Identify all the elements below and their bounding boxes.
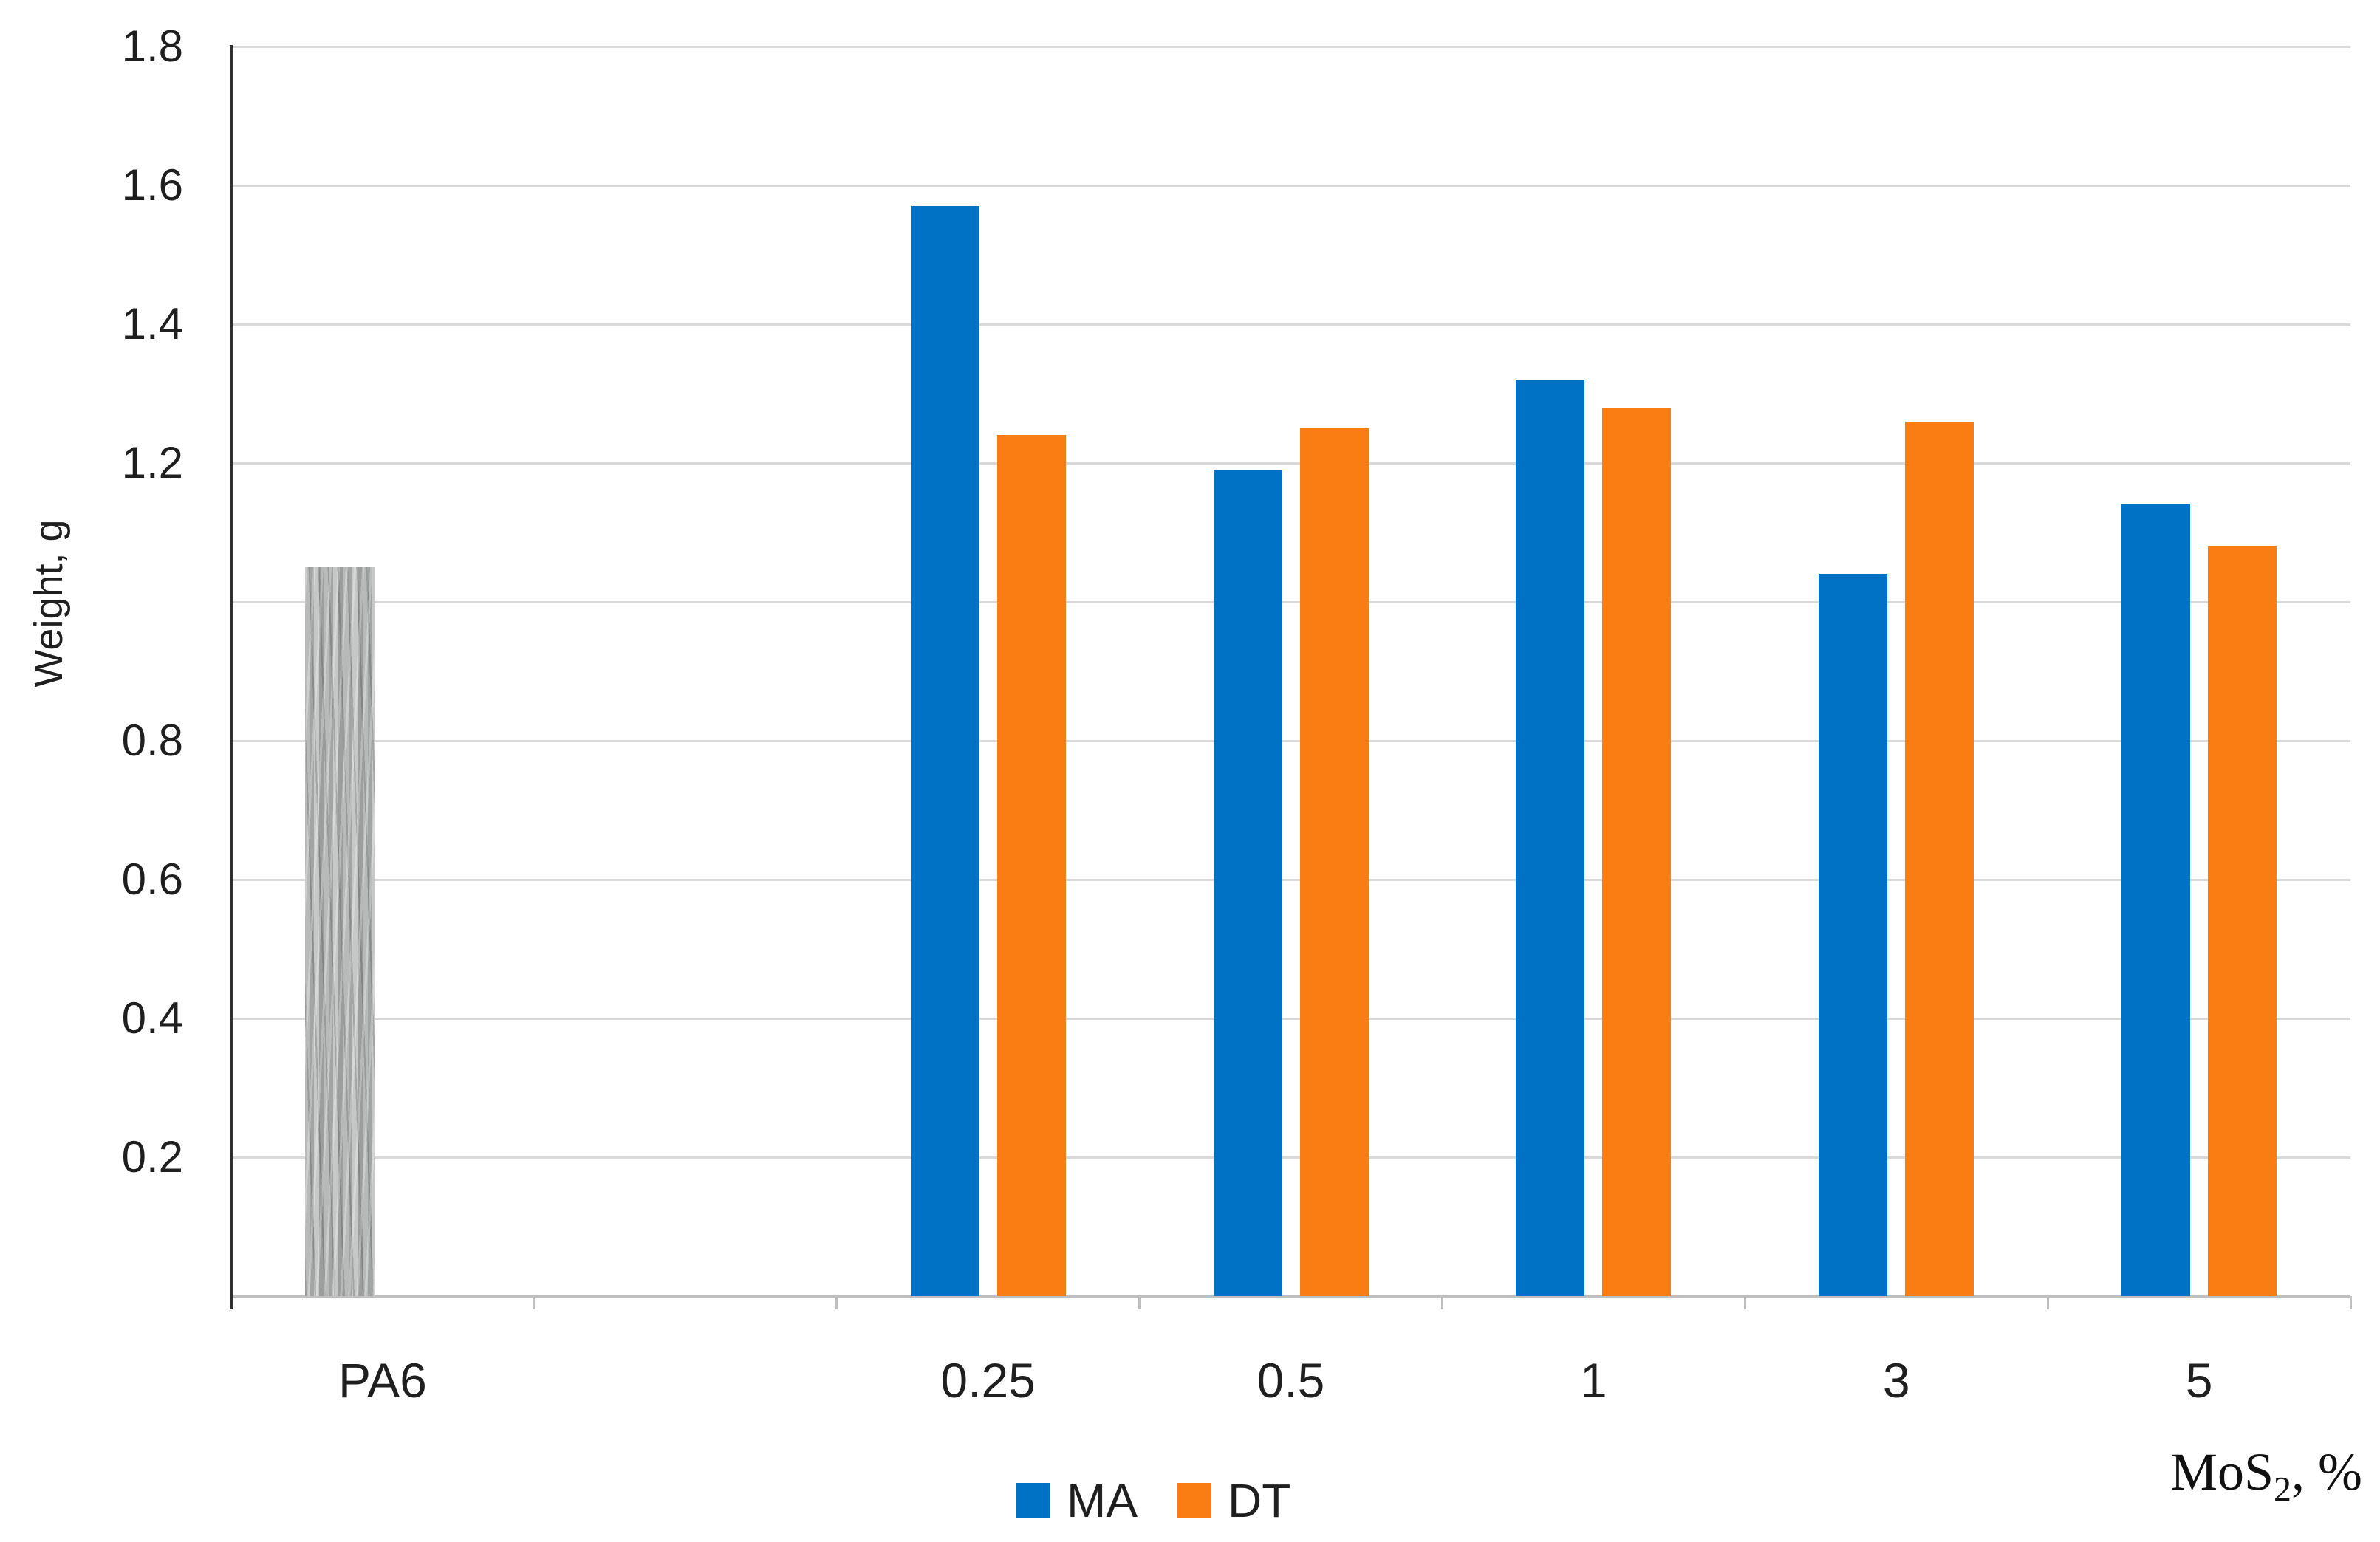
x-category-label: 0.5	[1256, 1353, 1325, 1408]
x-category-label: 1	[1579, 1353, 1607, 1408]
y-tick-label: 1.4	[121, 299, 183, 349]
y-axis-title: Weight, g	[27, 519, 71, 688]
bar-MA-5	[2121, 504, 2191, 1296]
x-axis-tick	[835, 1296, 838, 1309]
x-category-label: 0.25	[940, 1353, 1036, 1408]
x-axis-tick	[1138, 1296, 1141, 1309]
gridline	[231, 184, 2350, 187]
bar-DT-0.25	[996, 435, 1066, 1296]
legend-swatch-DT	[1177, 1483, 1211, 1518]
bar-DT-5	[2208, 546, 2277, 1296]
bar-DT-3	[1905, 421, 1974, 1296]
x-category-label: 5	[2185, 1353, 2213, 1408]
bar-MA-1	[1516, 380, 1585, 1296]
y-tick-label: 0.2	[121, 1132, 183, 1182]
x-axis-title-subscript: 2	[2274, 1470, 2292, 1510]
x-axis-title: MoS2, %	[2169, 1442, 2362, 1507]
x-axis-tick	[533, 1296, 536, 1309]
y-tick-label: 0.4	[121, 993, 183, 1043]
bar-MA-3	[1819, 574, 1888, 1296]
x-axis-title-main: MoS	[2169, 1442, 2274, 1501]
x-axis-tick	[1440, 1296, 1443, 1309]
x-category-label: 3	[1882, 1353, 1910, 1408]
y-tick-label: 1.6	[121, 160, 183, 210]
x-axis-tick	[1743, 1296, 1746, 1309]
gridline	[231, 600, 2350, 603]
legend-label-DT: DT	[1228, 1474, 1291, 1527]
legend-item-MA: MA	[1016, 1477, 1138, 1524]
x-axis-title-suffix: , %	[2291, 1442, 2362, 1501]
x-category-label: PA6	[338, 1353, 427, 1408]
x-axis-tick	[2046, 1296, 2049, 1309]
gridline	[231, 1156, 2350, 1159]
gridline	[231, 323, 2350, 326]
y-tick-label: 0.8	[121, 716, 183, 765]
bar-DT-0.5	[1299, 428, 1369, 1296]
legend-item-DT: DT	[1177, 1477, 1290, 1524]
y-tick-label: 1.8	[121, 21, 183, 71]
legend-label-MA: MA	[1067, 1474, 1138, 1527]
gridline	[231, 462, 2350, 465]
x-axis-tick	[2349, 1296, 2352, 1309]
bar-MA-0.5	[1213, 470, 1282, 1296]
legend-swatch-MA	[1016, 1483, 1050, 1518]
x-axis-line	[231, 1295, 2350, 1298]
y-tick-label: 1.2	[121, 438, 183, 487]
bar-DT-1	[1602, 407, 1672, 1296]
gridline	[231, 878, 2350, 881]
y-axis-line	[230, 45, 233, 1309]
chart-legend: MA DT	[1016, 1477, 1290, 1524]
bar-MA-0.25	[910, 206, 979, 1296]
gridline	[231, 739, 2350, 742]
gridline	[231, 1017, 2350, 1020]
bar-PA6	[304, 567, 375, 1296]
y-tick-label: 0.6	[121, 854, 183, 904]
gridline	[231, 45, 2350, 48]
